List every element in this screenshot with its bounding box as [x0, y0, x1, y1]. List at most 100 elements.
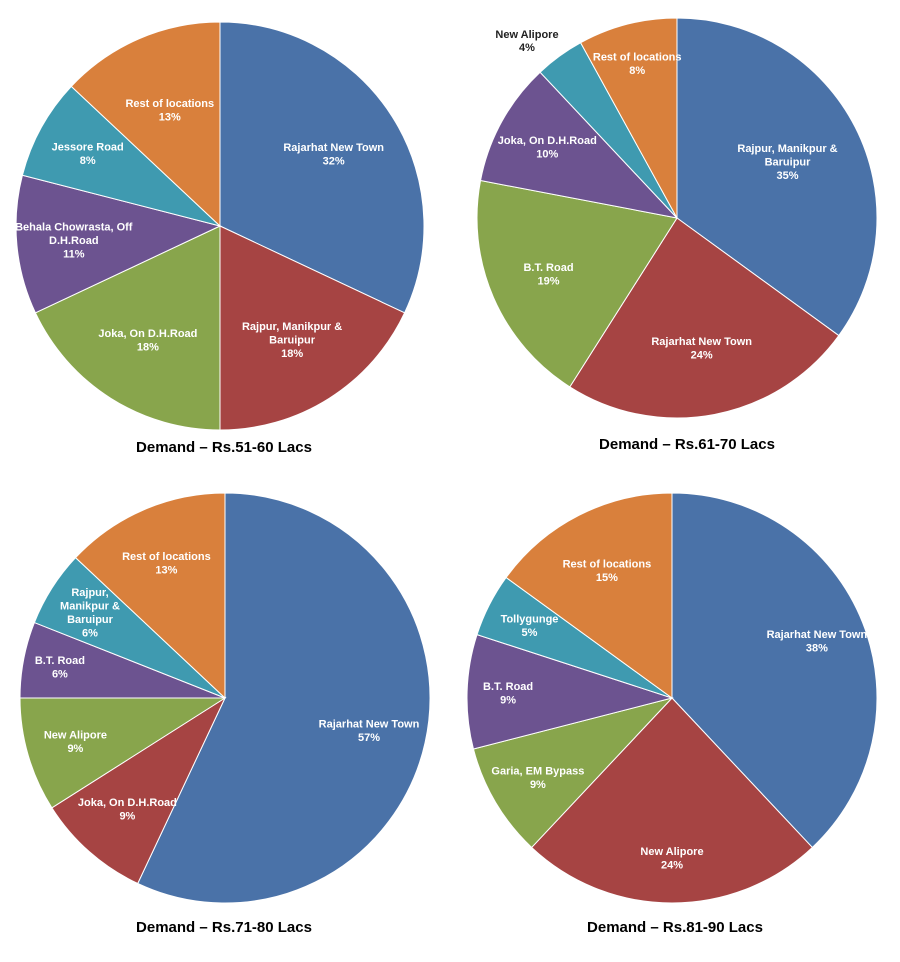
chart-title-rs-71-80: Demand – Rs.71-80 Lacs: [136, 919, 312, 936]
pie-slice-b-t-road: [466, 634, 674, 750]
slice-percent-text: 10%: [536, 149, 558, 161]
slice-percent-text: 13%: [155, 564, 177, 576]
pie-label-rest-of-locations: Rest of locations 15%: [563, 558, 652, 584]
slice-label-text: B.T. Road: [483, 681, 533, 693]
pie-label-tollygunge: Tollygunge 5%: [501, 614, 559, 640]
slice-label-text: Rajarhat New Town: [283, 142, 384, 154]
slice-label-text: New Alipore: [44, 730, 107, 742]
pie-chart-rs-51-60: Rajarhat New Town 32% Rajpur, Manikpur & Ba…: [15, 21, 425, 431]
pie-slice-rajpur-manikpur-baruipur: [676, 17, 878, 337]
pie-slice-rest-of-locations: [70, 21, 221, 228]
slice-label-text: Rest of locations: [593, 51, 682, 63]
chart-title-rs-51-60: Demand – Rs.51-60 Lacs: [136, 439, 312, 456]
slice-label-text: Rajarhat New Town: [651, 336, 752, 348]
slice-label-text: Rajpur, Manikpur &: [242, 321, 342, 333]
slice-percent-text: 24%: [691, 349, 713, 361]
pie-slice-new-alipore: [19, 697, 227, 809]
pie-chart-rs-61-70: Rajpur, Manikpur & Baruipur 35% Rajarhat Ne…: [476, 17, 878, 419]
slice-label-text: Joka, On D.H.Road: [78, 797, 177, 809]
slice-label-text: Rajpur,: [71, 587, 108, 599]
slice-percent-text: 6%: [82, 628, 98, 640]
pie-slice-rajpur-manikpur-baruipur: [219, 225, 406, 431]
pie-slice-rajarhat-new-town: [137, 492, 431, 904]
slice-label-text: Manikpur &: [60, 601, 120, 613]
slice-percent-text: 9%: [530, 779, 546, 791]
pie-label-rajarhat-new-town: Rajarhat New Town 24%: [651, 336, 752, 362]
slice-percent-text: 15%: [596, 572, 618, 584]
pie-label-b-t-road: B.T. Road 19%: [523, 262, 573, 288]
pie-slice-rajarhat-new-town: [671, 492, 878, 849]
slice-percent-text: 6%: [52, 668, 68, 680]
slice-percent-text: 5%: [522, 627, 538, 639]
pie-label-rest-of-locations: Rest of locations 13%: [125, 98, 214, 124]
pie-slice-joka-on-d-h-road: [51, 696, 227, 885]
pie-slice-rest-of-locations: [505, 492, 673, 699]
pie-label-garia-em-bypass: Garia, EM Bypass 9%: [491, 766, 584, 792]
pie-label-new-alipore: New Alipore 24%: [640, 846, 703, 872]
pie-chart-rs-71-80: Rajarhat New Town 57%Joka, On D.H.Road 9%N…: [19, 492, 431, 904]
slice-label-text: Tollygunge: [501, 614, 559, 626]
pie-slice-rajarhat-new-town: [569, 217, 840, 419]
slice-label-text: Baruipur: [67, 614, 114, 626]
slice-percent-text: 19%: [537, 275, 559, 287]
slice-label-text: Jessore Road: [52, 142, 124, 154]
slice-percent-text: 4%: [519, 42, 535, 54]
pie-slice-garia-em-bypass: [472, 697, 674, 849]
slice-label-text: Behala Chowrasta, Off: [15, 221, 133, 233]
slice-percent-text: 18%: [137, 341, 159, 353]
pie-label-jessore-road: Jessore Road 8%: [52, 142, 124, 168]
pie-label-b-t-road: B.T. Road 6%: [35, 655, 85, 681]
pie-label-behala-chowrasta-off-d-h-road: Behala Chowrasta, Off D.H.Road 11%: [15, 221, 133, 260]
slice-label-text: Baruipur: [269, 335, 316, 347]
pie-label-rajarhat-new-town: Rajarhat New Town 32%: [283, 142, 384, 168]
slice-percent-text: 8%: [80, 155, 96, 167]
pie-slice-rajarhat-new-town: [219, 21, 425, 314]
slice-label-text: Rajarhat New Town: [319, 718, 420, 730]
chart-title-rs-61-70: Demand – Rs.61-70 Lacs: [599, 436, 775, 453]
pie-label-joka-on-d-h-road: Joka, On D.H.Road 9%: [78, 797, 177, 823]
pie-slice-jessore-road: [21, 85, 221, 227]
slice-percent-text: 35%: [776, 170, 798, 182]
pie-label-rest-of-locations: Rest of locations 13%: [122, 551, 211, 577]
slice-label-text: B.T. Road: [35, 655, 85, 667]
pie-label-rest-of-locations: Rest of locations 8%: [593, 51, 682, 77]
pie-label-rajpur-manikpur-baruipur: Rajpur, Manikpur & Baruipur 18%: [242, 321, 342, 360]
slice-percent-text: 18%: [281, 348, 303, 360]
pie-label-b-t-road: B.T. Road 9%: [483, 681, 533, 707]
slice-label-text: Rest of locations: [122, 551, 211, 563]
slice-label-text: Rajpur, Manikpur &: [737, 143, 837, 155]
slice-label-text: New Alipore: [640, 846, 703, 858]
slice-percent-text: 9%: [119, 811, 135, 823]
pie-label-joka-on-d-h-road: Joka, On D.H.Road 18%: [98, 328, 197, 354]
slice-percent-text: 32%: [323, 156, 345, 168]
slice-percent-text: 57%: [358, 732, 380, 744]
pie-chart-rs-81-90: Rajarhat New Town 38% New Alipore 24% Garia,…: [466, 492, 878, 904]
pie-label-new-alipore: New Alipore 9%: [44, 730, 107, 756]
slice-label-text: D.H.Road: [49, 235, 99, 247]
pie-label-rajpur-manikpur-baruipur: Rajpur, Manikpur & Baruipur 35%: [737, 143, 837, 182]
slice-label-text: B.T. Road: [523, 262, 573, 274]
pie-slice-new-alipore: [530, 697, 814, 904]
slice-label-text: Rest of locations: [125, 98, 214, 110]
slice-percent-text: 9%: [67, 743, 83, 755]
pie-label-rajarhat-new-town: Rajarhat New Town 57%: [319, 718, 420, 744]
slice-label-text: Baruipur: [765, 157, 812, 169]
slice-percent-text: 8%: [629, 65, 645, 77]
slice-percent-text: 13%: [159, 112, 181, 124]
pie-slice-joka-on-d-h-road: [479, 71, 679, 219]
pie-label-rajpur-manikpur-baruipur: Rajpur, Manikpur & Baruipur 6%: [60, 587, 120, 640]
slice-percent-text: 11%: [63, 248, 85, 260]
pie-slice-rest-of-locations: [579, 17, 678, 219]
pie-slice-joka-on-d-h-road: [34, 225, 221, 431]
slice-label-text: Rajarhat New Town: [767, 629, 868, 641]
slice-percent-text: 9%: [500, 695, 516, 707]
slice-label-text: Joka, On D.H.Road: [498, 135, 597, 147]
pie-slice-rest-of-locations: [74, 492, 226, 700]
pie-slice-b-t-road: [476, 179, 678, 388]
pie-label-rajarhat-new-town: Rajarhat New Town 38%: [767, 629, 868, 655]
slice-percent-text: 38%: [806, 642, 828, 654]
pie-slice-behala-chowrasta-off-d-h-road: [15, 174, 222, 314]
pie-label-new-alipore: New Alipore 4%: [495, 29, 558, 54]
chart-title-rs-81-90: Demand – Rs.81-90 Lacs: [587, 919, 763, 936]
pie-label-joka-on-d-h-road: Joka, On D.H.Road 10%: [498, 135, 597, 161]
